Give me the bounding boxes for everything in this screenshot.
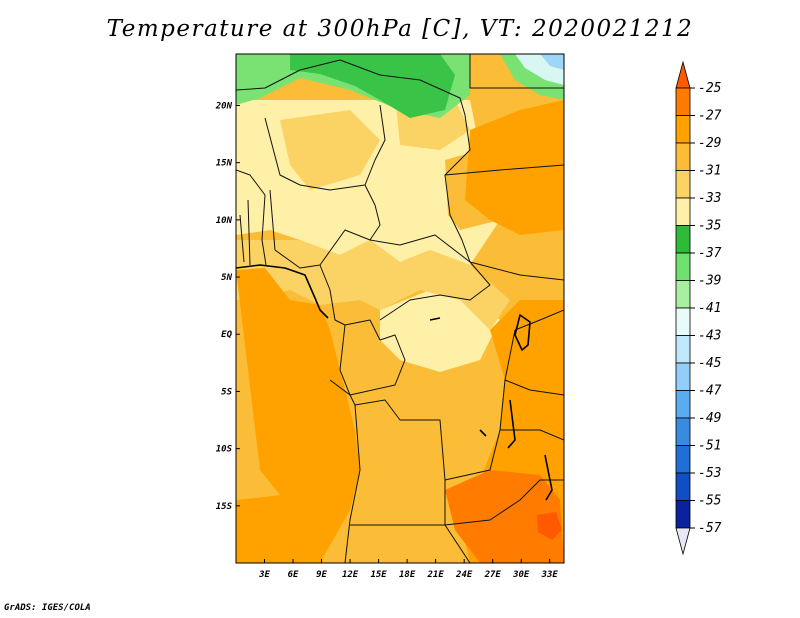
colorbar-label: -35 [698,219,722,234]
colorbar-label: -37 [698,246,722,261]
field-band-red-spot [537,512,562,540]
colorbar-box [675,142,691,171]
colorbar-box [675,225,691,254]
lon-tick-label: 21E [427,570,445,580]
field-band-yellow-1 [280,110,380,190]
colorbar-label: -45 [698,356,722,371]
lon-tick-label: 6E [288,570,299,580]
longitude-axis: 3E 6E 9E 12E 15E 18E 21E 24E 27E 30E 33E [258,559,558,580]
colorbar-box [675,252,691,281]
colorbar-box [675,335,691,364]
border-sudan [444,164,564,281]
colorbar-box [675,390,691,419]
colorbar-label: -25 [698,81,722,96]
border-west-coast-states [236,169,267,266]
colorbar-label: -43 [698,329,721,344]
colorbar-box [675,362,691,391]
colorbar-label: -39 [698,274,721,289]
lon-tick-label: 30E [512,570,530,580]
field-band-orange-west [236,268,360,563]
colorbar-box [675,115,691,144]
field-band-pale-congo [380,290,500,372]
colorbar-box [675,417,691,446]
colorbar-box [675,472,691,501]
lon-tick-label: 18E [399,570,416,580]
border-sahara-north [236,59,466,116]
lon-tick-label: 24E [455,570,473,580]
plot-title: Temperature at 300hPa [C], VT: 202002121… [106,16,694,42]
lon-tick-label: 12E [342,570,359,580]
colorbar-label: -27 [698,109,722,124]
colorbar-label: -31 [698,164,721,179]
border-southern-africa [444,479,564,526]
colorbar-label: -29 [698,136,721,151]
border-drc [349,329,516,481]
colorbar-box [675,197,691,226]
colorbar-label: -57 [698,521,722,536]
lat-tick-label: 5N [221,273,232,283]
colorbar-label: -49 [698,411,721,426]
lat-tick-label: EQ [221,330,232,340]
border-nigeria [269,189,371,269]
colorbar-label: -55 [698,494,722,509]
field-band-orange-ne [465,100,564,235]
coastline-lakes [429,314,553,501]
field-band-green-dark [290,54,455,118]
border-mali-niger [264,117,366,191]
colorbar-box [675,87,691,116]
temperature-field [236,54,564,563]
colorbar-label: -41 [698,301,721,316]
lon-tick-label: 27E [484,570,502,580]
latitude-axis: 20N 15N 10N 5N EQ 5S 10S 15S [215,101,240,512]
colorbar: -25 -27 -29 -31 -33 -35 -37 -39 -41 -43 -45 -47 -49 -… [675,60,722,556]
colorbar-label: -53 [698,466,721,481]
colorbar-box [675,280,691,309]
lat-tick-label: 10S [216,445,233,455]
lon-tick-label: 33E [541,570,559,580]
lon-tick-label: 15E [370,570,387,580]
field-band-ne-blue [540,54,564,70]
colorbar-box [675,500,691,529]
lon-tick-label: 9E [316,570,327,580]
lat-tick-label: 15N [216,159,233,169]
border-cameroon-gabon [319,264,381,396]
lat-tick-label: 5S [221,387,232,397]
lat-tick-label: 10N [216,216,233,226]
grads-credit: GrADS: IGES/COLA [4,603,91,613]
lon-tick-label: 3E [258,570,270,580]
border-chad-east [444,114,471,263]
colorbar-bottom-triangle [675,527,691,556]
colorbar-box [675,170,691,199]
colorbar-label: -51 [698,439,721,454]
border-egypt-libya [469,54,564,89]
colorbar-label: -47 [698,384,722,399]
colorbar-top-triangle [675,60,691,89]
map-borders [236,54,564,563]
colorbar-box [675,307,691,336]
lat-tick-label: 15S [216,502,233,512]
colorbar-label: -33 [698,191,721,206]
map-frame [235,53,565,564]
border-car [369,234,491,321]
coastline-gulf-of-guinea [236,264,329,319]
field-band-yellow-2 [236,240,510,330]
field-band-orange-dark [445,470,564,563]
colorbar-box [675,445,691,474]
lat-tick-label: 20N [215,101,233,111]
